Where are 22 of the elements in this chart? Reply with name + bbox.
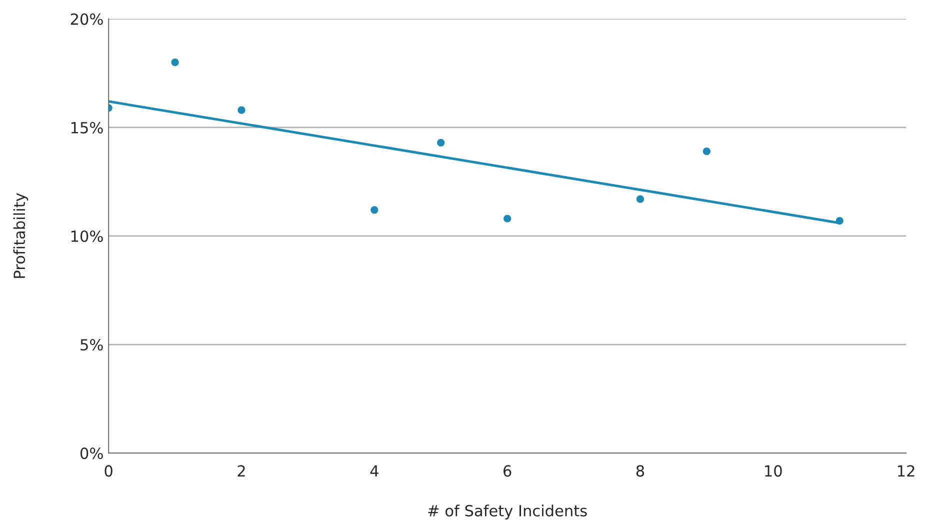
y-tick-label: 0% (80, 448, 103, 460)
point (504, 214, 512, 222)
point (836, 216, 844, 225)
point (437, 138, 445, 146)
x-tick-label: 6 (504, 465, 512, 477)
x-tick-label: 8 (636, 465, 644, 477)
x-tick-label: 4 (370, 465, 378, 476)
point (238, 106, 246, 114)
y-tick-label: 10% (71, 230, 103, 242)
y-tick-label: 5% (80, 338, 103, 351)
x-tick-label: 2 (238, 465, 245, 476)
y-tick-label: 20% (70, 13, 103, 25)
point (370, 206, 378, 214)
point (636, 195, 644, 203)
x-axis-title: # of Safety Incidents (428, 504, 587, 520)
x-tick-label: 10 (765, 465, 782, 477)
point (171, 58, 179, 66)
point (702, 148, 710, 156)
y-tick-label: 15% (71, 122, 103, 134)
y-axis-title: Profitability (13, 193, 28, 278)
x-tick-label: 0 (104, 465, 112, 477)
x-tick-label: 12 (898, 465, 914, 476)
